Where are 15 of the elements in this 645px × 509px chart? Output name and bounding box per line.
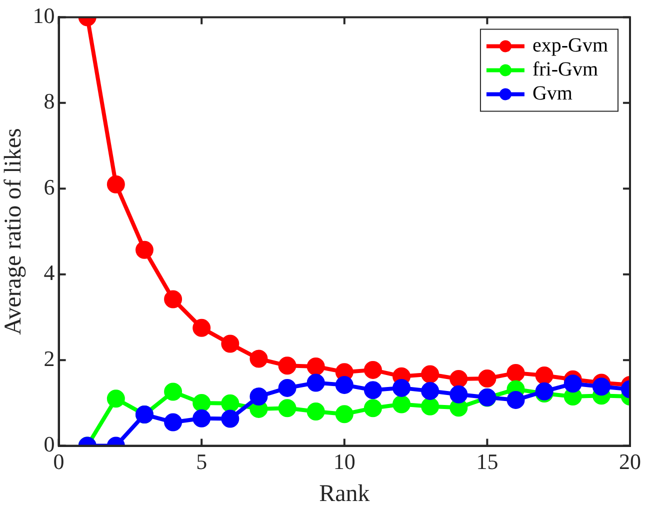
- y-tick-label: 4: [44, 260, 55, 286]
- y-tick-label: 0: [44, 432, 55, 457]
- y-tick-label: 10: [32, 2, 55, 28]
- y-tick-label: 2: [44, 346, 55, 371]
- x-tick-label: 10: [333, 448, 356, 474]
- y-axis-title: Average ratio of likes: [0, 128, 27, 335]
- legend-label: fri-Gvm: [532, 58, 598, 80]
- legend-label: exp-Gvm: [532, 34, 608, 56]
- x-tick-label: 15: [476, 448, 498, 474]
- legend-label: Gvm: [532, 82, 573, 104]
- x-axis-title: Rank: [319, 480, 370, 507]
- x-tick-label: 20: [619, 448, 641, 474]
- y-tick-label: 6: [44, 174, 55, 200]
- x-tick-label: 5: [196, 448, 208, 474]
- y-tick-label: 8: [44, 88, 55, 114]
